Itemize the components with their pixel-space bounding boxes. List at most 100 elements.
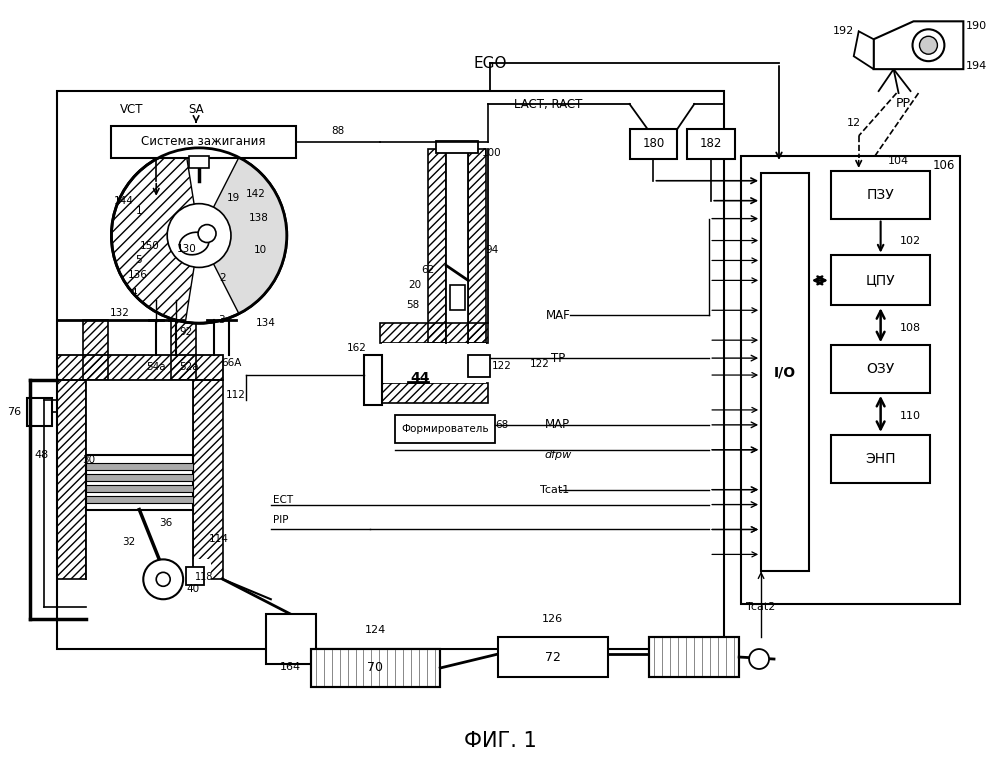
Text: 180: 180 <box>642 137 665 151</box>
Text: 134: 134 <box>256 318 276 328</box>
Text: 30: 30 <box>82 455 95 465</box>
Bar <box>498 637 608 677</box>
Text: 72: 72 <box>545 650 561 663</box>
Text: ECT: ECT <box>273 494 293 504</box>
Bar <box>57 355 223 380</box>
Bar <box>86 380 193 580</box>
Bar <box>741 156 960 605</box>
Text: MAP: MAP <box>545 418 570 431</box>
Text: 122: 122 <box>530 359 550 369</box>
Text: 20: 20 <box>409 280 422 290</box>
Text: 52a: 52a <box>179 362 199 372</box>
Bar <box>380 324 488 403</box>
Text: VCT: VCT <box>120 102 143 116</box>
Text: 32: 32 <box>122 538 135 547</box>
Text: Система зажигания: Система зажигания <box>141 135 265 148</box>
Text: MAF: MAF <box>545 309 570 322</box>
Text: dfpw: dfpw <box>544 450 571 459</box>
Text: 162: 162 <box>347 343 366 353</box>
Polygon shape <box>874 21 963 69</box>
Bar <box>761 173 809 571</box>
Circle shape <box>749 649 769 669</box>
Circle shape <box>919 36 937 54</box>
Bar <box>831 255 930 305</box>
Bar <box>189 156 209 168</box>
Bar <box>86 473 193 480</box>
Text: 1: 1 <box>136 206 143 216</box>
Text: 192: 192 <box>832 26 854 36</box>
Text: 110: 110 <box>900 411 921 421</box>
Text: ЦПУ: ЦПУ <box>866 273 895 287</box>
Text: 76: 76 <box>8 407 22 417</box>
Circle shape <box>913 29 944 61</box>
Text: 182: 182 <box>700 137 722 151</box>
Bar <box>380 324 488 343</box>
Text: ФИГ. 1: ФИГ. 1 <box>464 731 536 750</box>
Circle shape <box>198 224 216 243</box>
Bar <box>831 345 930 393</box>
Circle shape <box>156 573 170 587</box>
Bar <box>86 496 193 503</box>
Text: 62: 62 <box>422 265 435 275</box>
Text: 122: 122 <box>492 361 512 371</box>
Text: 190: 190 <box>966 21 987 31</box>
Bar <box>831 435 930 483</box>
Bar <box>57 91 724 649</box>
Text: LACT, RACT: LACT, RACT <box>514 98 582 110</box>
Text: 5: 5 <box>135 255 142 265</box>
Text: 12: 12 <box>847 118 861 128</box>
Bar <box>186 567 204 585</box>
Bar <box>468 355 490 377</box>
Text: 48: 48 <box>35 450 49 459</box>
Text: 144: 144 <box>113 196 133 206</box>
Text: TP: TP <box>551 352 565 365</box>
Text: 150: 150 <box>139 241 159 251</box>
Text: 164: 164 <box>280 662 301 672</box>
Bar <box>687 129 735 159</box>
Text: 68: 68 <box>495 420 509 430</box>
Bar <box>111 126 296 158</box>
Text: I/O: I/O <box>774 365 796 379</box>
Text: 36: 36 <box>160 518 173 528</box>
Text: 112: 112 <box>226 390 246 400</box>
Text: 130: 130 <box>177 244 197 254</box>
Text: 4: 4 <box>130 289 137 298</box>
Text: 10: 10 <box>254 245 267 255</box>
Bar <box>395 415 495 443</box>
Bar <box>831 171 930 219</box>
Text: 66A: 66A <box>221 358 241 368</box>
Text: Формирователь: Формирователь <box>401 424 489 434</box>
Bar <box>86 485 193 492</box>
Bar <box>649 637 739 677</box>
Text: PIP: PIP <box>273 514 288 525</box>
Text: 2: 2 <box>220 273 226 283</box>
Text: 126: 126 <box>542 614 563 624</box>
Bar <box>171 320 196 380</box>
Text: 114: 114 <box>209 535 229 545</box>
Bar <box>428 149 446 343</box>
Circle shape <box>143 559 183 599</box>
Circle shape <box>111 148 287 324</box>
Text: 132: 132 <box>109 308 129 318</box>
Text: SA: SA <box>188 102 204 116</box>
Polygon shape <box>199 158 287 314</box>
Bar <box>436 141 478 153</box>
Bar <box>86 462 193 469</box>
Text: Tcat2: Tcat2 <box>746 602 776 612</box>
Bar <box>380 383 488 403</box>
Bar <box>364 355 382 405</box>
Text: 3: 3 <box>218 315 224 325</box>
Text: ЭНП: ЭНП <box>865 452 896 466</box>
Text: 92: 92 <box>180 327 193 338</box>
Text: 106: 106 <box>932 159 955 172</box>
Text: 19: 19 <box>226 192 240 203</box>
Text: 54a: 54a <box>146 362 166 372</box>
Text: 108: 108 <box>900 324 921 333</box>
Text: 94: 94 <box>485 245 499 255</box>
Circle shape <box>167 203 231 268</box>
Text: 118: 118 <box>195 573 213 582</box>
Text: 142: 142 <box>246 189 266 199</box>
Text: 104: 104 <box>888 156 909 166</box>
Bar <box>27 398 52 426</box>
Text: 136: 136 <box>127 270 147 280</box>
